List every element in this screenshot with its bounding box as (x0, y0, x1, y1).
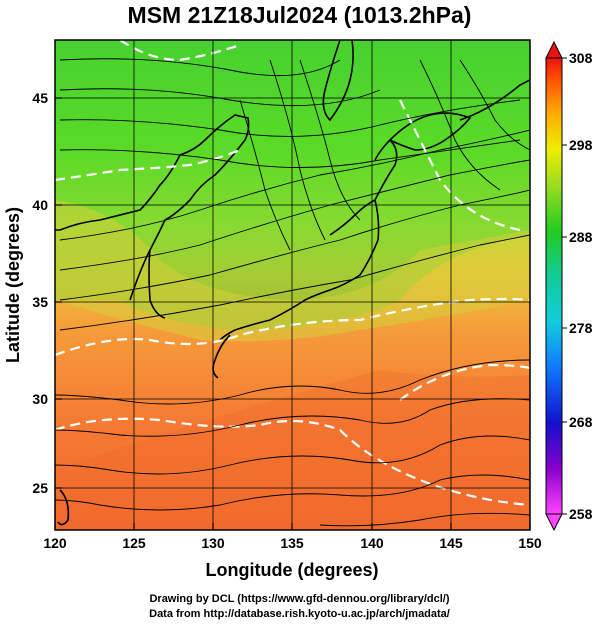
y-tick-label: 30 (32, 391, 48, 407)
x-tick-label: 120 (43, 535, 67, 551)
y-tick-label: 40 (32, 197, 48, 213)
tick-marks (54, 97, 531, 530)
colorbar: 308 298 288 278 268 258 (545, 40, 593, 532)
wind-streamlines (55, 58, 530, 527)
colorbar-tick-label: 258 (569, 506, 593, 522)
y-tick-label: 35 (32, 294, 48, 310)
x-tick-label: 145 (439, 535, 463, 551)
y-axis-title: Latitude (degrees) (3, 207, 23, 363)
y-tick-label: 25 (32, 480, 48, 496)
map-title: MSM 21Z18Jul2024 (1013.2hPa) (127, 2, 472, 28)
credit-data-source: Data from http://database.rish.kyoto-u.a… (149, 608, 450, 620)
colorbar-tick-label: 308 (569, 50, 593, 66)
x-tick-label: 130 (201, 535, 225, 551)
credit-drawing: Drawing by DCL (https://www.gfd-dennou.o… (149, 593, 450, 605)
graticule (55, 40, 530, 530)
x-tick-labels: 120 125 130 135 140 145 150 (43, 535, 542, 551)
x-tick-label: 135 (280, 535, 304, 551)
colorbar-tick-label: 278 (569, 320, 593, 336)
colorbar-tick-label: 288 (569, 229, 593, 245)
colorbar-tick-label: 268 (569, 414, 593, 430)
x-axis-title: Longitude (degrees) (205, 560, 378, 580)
x-tick-label: 140 (360, 535, 384, 551)
y-tick-labels: 25 30 35 40 45 (32, 90, 48, 496)
x-tick-label: 150 (518, 535, 542, 551)
colorbar-tick-label: 298 (569, 137, 593, 153)
contour-lines (55, 40, 530, 507)
x-tick-label: 125 (122, 535, 146, 551)
y-tick-label: 45 (32, 90, 48, 106)
